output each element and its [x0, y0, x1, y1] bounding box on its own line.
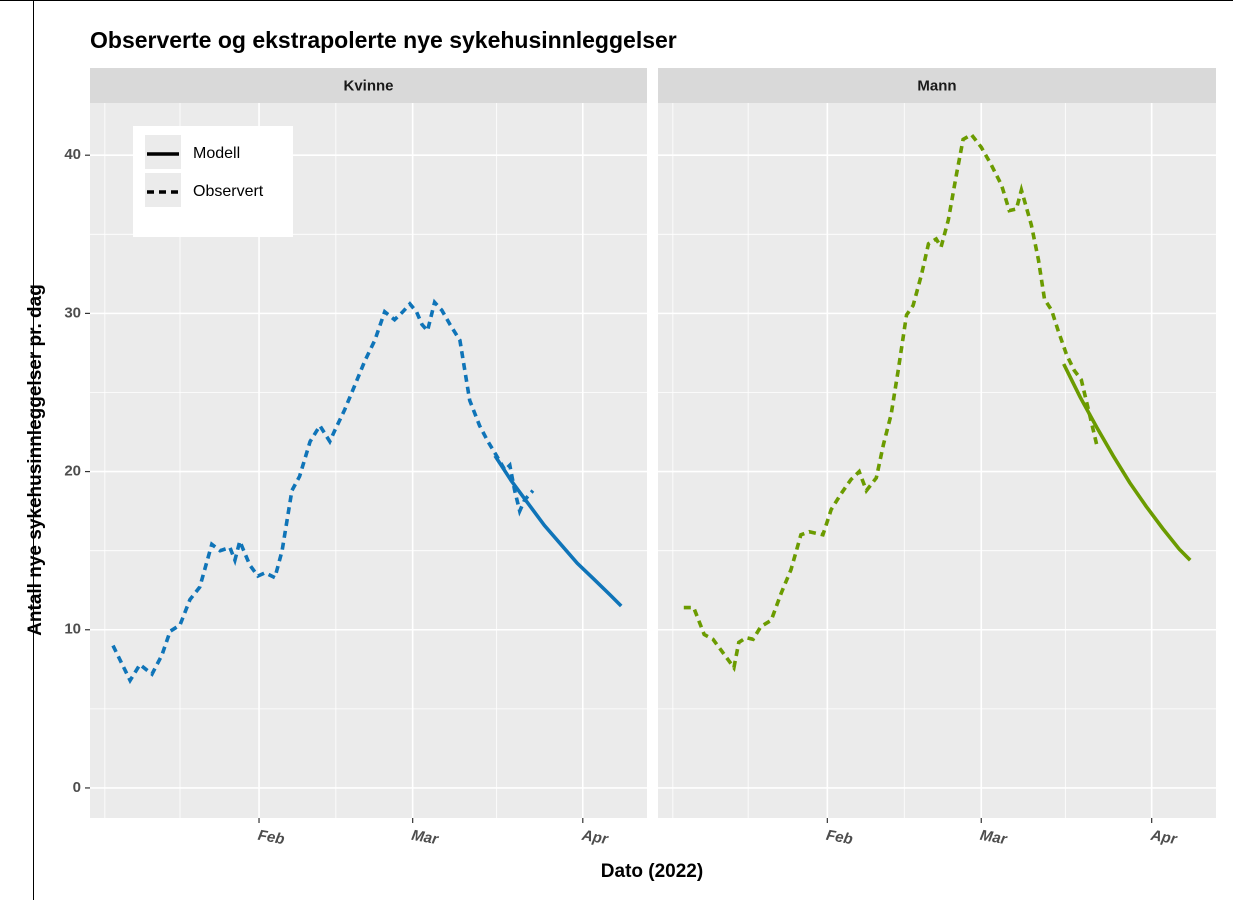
x-tick-label: Apr	[580, 827, 611, 849]
x-tick-label: Mar	[979, 827, 1009, 849]
y-tick-label: 0	[73, 779, 81, 796]
x-tick-label: Mar	[410, 827, 440, 849]
data-line	[683, 132, 1099, 673]
data-line	[1062, 363, 1192, 562]
data-line	[493, 454, 623, 608]
panel-background	[658, 103, 1216, 818]
legend-label: Modell	[193, 145, 240, 162]
x-tick-label: Feb	[257, 827, 286, 848]
x-tick-label: Feb	[825, 827, 854, 848]
legend-key	[145, 135, 181, 169]
strip	[90, 68, 647, 103]
x-tick-label: Apr	[1149, 827, 1180, 849]
strip-label: Kvinne	[343, 77, 393, 94]
chart-title: Observerte og ekstrapolerte nye sykehusi…	[90, 27, 677, 53]
strip	[658, 68, 1216, 103]
y-tick-label: 20	[64, 463, 81, 480]
legend-label: Observert	[193, 183, 264, 200]
y-tick-label: 30	[64, 304, 81, 321]
y-tick-label: 40	[64, 146, 81, 163]
data-line	[111, 298, 535, 685]
legend-key	[145, 173, 181, 207]
strip-label: Mann	[917, 77, 956, 94]
y-tick-label: 10	[64, 621, 81, 638]
y-axis-title: Antall nye sykehusinnleggelser pr. dag	[25, 284, 46, 636]
x-axis-title: Dato (2022)	[601, 861, 703, 882]
